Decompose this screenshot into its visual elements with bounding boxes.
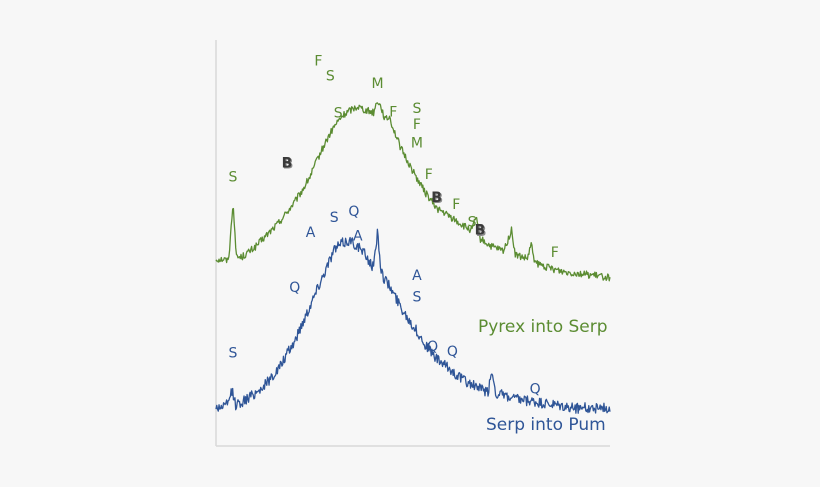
peak-label: A bbox=[412, 268, 422, 284]
peak-label: Q bbox=[348, 204, 359, 220]
series-name-label: Serp into Pum bbox=[486, 415, 606, 435]
peak-label: S bbox=[412, 101, 421, 117]
peak-label: S bbox=[334, 105, 343, 121]
peak-label: B bbox=[282, 155, 293, 171]
peak-label: Q bbox=[289, 280, 300, 296]
peak-label: S bbox=[326, 69, 335, 85]
peak-label: F bbox=[389, 104, 397, 120]
series-name-label: Pyrex into Serp bbox=[478, 317, 608, 337]
peak-label: S bbox=[412, 289, 421, 305]
series-group bbox=[215, 102, 611, 414]
peak-label: B bbox=[431, 190, 442, 206]
peak-label: B bbox=[475, 223, 486, 239]
peak-label-shadow: B bbox=[433, 191, 444, 207]
peak-label: S bbox=[330, 210, 339, 226]
peak-label: F bbox=[425, 167, 433, 183]
peak-label: Q bbox=[427, 339, 438, 355]
series-line-1 bbox=[215, 228, 611, 414]
series-line-0 bbox=[215, 102, 611, 282]
peak-label: M bbox=[411, 136, 423, 152]
peak-label: F bbox=[551, 245, 559, 261]
series-name-group: Pyrex into Serp Serp into Pum bbox=[478, 317, 608, 435]
peak-label: S bbox=[468, 214, 477, 230]
peak-label: S bbox=[228, 346, 237, 362]
peak-label: F bbox=[314, 53, 322, 69]
peak-label: F bbox=[452, 197, 460, 213]
peak-label: A bbox=[353, 228, 363, 244]
peak-label: Q bbox=[530, 381, 541, 397]
peak-label: Q bbox=[447, 344, 458, 360]
peak-label-shadow: B bbox=[283, 157, 294, 173]
peak-label: M bbox=[371, 76, 383, 92]
axes bbox=[215, 40, 610, 447]
peak-label-shadow: B bbox=[476, 224, 487, 240]
peak-label: A bbox=[306, 225, 316, 241]
peak-label: S bbox=[228, 170, 237, 186]
peak-label: F bbox=[413, 117, 421, 133]
